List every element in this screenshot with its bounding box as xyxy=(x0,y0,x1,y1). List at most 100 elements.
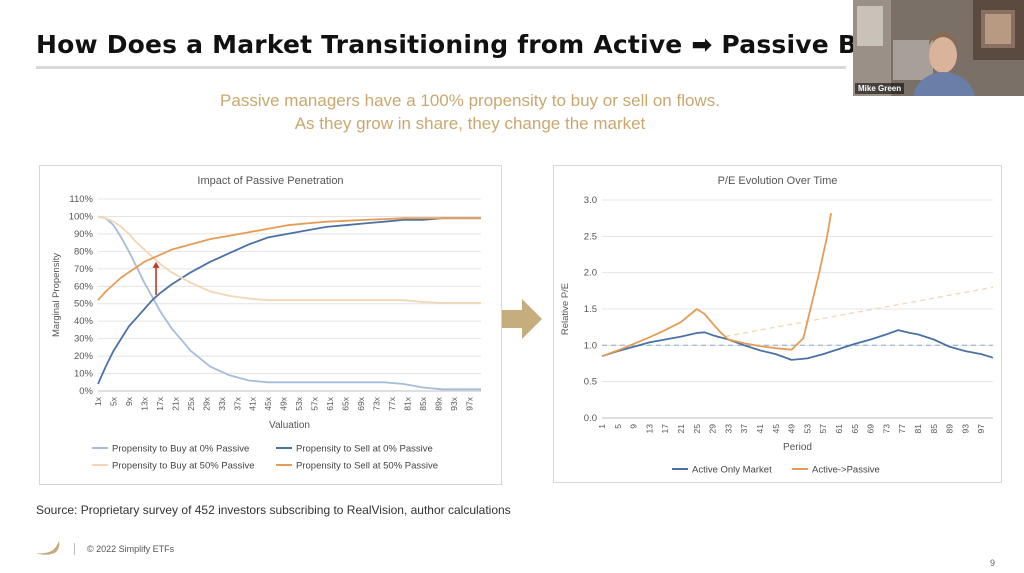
reference-line xyxy=(716,286,994,339)
x-tick-label: 85 xyxy=(929,424,939,434)
x-tick-label: 17x xyxy=(155,396,165,410)
x-tick-label: 33 xyxy=(723,424,733,434)
footer-divider xyxy=(74,543,75,555)
x-tick-label: 17 xyxy=(660,424,670,434)
x-tick-label: 13x xyxy=(139,396,149,410)
x-tick-label: 93x xyxy=(449,396,459,410)
x-tick-label: 53x xyxy=(294,396,304,410)
series-line xyxy=(601,212,832,358)
y-tick-label: 2.0 xyxy=(584,268,597,279)
x-tick-label: 9x xyxy=(124,396,134,406)
page-number: 9 xyxy=(990,558,996,568)
y-tick-label: 1.5 xyxy=(584,304,597,315)
x-tick-label: 41x xyxy=(248,396,258,410)
chart-title: P/E Evolution Over Time xyxy=(718,175,838,187)
series-line xyxy=(97,215,481,391)
slide-title: How Does a Market Transitioning from Act… xyxy=(36,30,875,59)
title-divider xyxy=(36,66,846,69)
x-tick-label: 1 xyxy=(597,424,607,429)
copyright: © 2022 Simplify ETFs xyxy=(87,544,175,554)
x-tick-label: 49x xyxy=(279,396,289,410)
x-tick-label: 81x xyxy=(402,396,412,410)
x-tick-label: 37x xyxy=(232,396,242,410)
x-tick-label: 21 xyxy=(676,424,686,434)
y-tick-label: 0.0 xyxy=(584,413,597,424)
x-tick-label: 13 xyxy=(644,424,654,434)
y-tick-label: 3.0 xyxy=(584,195,597,206)
y-tick-label: 50% xyxy=(74,299,94,310)
x-tick-label: 1x xyxy=(93,396,103,406)
x-tick-label: 97x xyxy=(464,396,474,410)
y-tick-label: 100% xyxy=(69,211,94,222)
participant-video-feed xyxy=(853,0,1024,96)
x-tick-label: 81 xyxy=(913,424,923,434)
x-tick-label: 69x xyxy=(356,396,366,410)
x-tick-label: 5 xyxy=(613,424,623,429)
y-axis-label: Marginal Propensity xyxy=(51,253,62,337)
x-tick-label: 5x xyxy=(108,396,118,406)
x-tick-label: 93 xyxy=(960,424,970,434)
x-tick-label: 57x xyxy=(310,396,320,410)
x-tick-label: 45x xyxy=(263,396,273,410)
x-tick-label: 65 xyxy=(850,424,860,434)
x-tick-label: 25 xyxy=(692,424,702,434)
video-participant-tile[interactable]: Mike Green xyxy=(853,0,1024,96)
y-axis-label: Relative P/E xyxy=(560,283,571,335)
y-tick-label: 0.5 xyxy=(584,377,597,388)
x-tick-label: 25x xyxy=(186,396,196,410)
x-tick-label: 73x xyxy=(372,396,382,410)
x-tick-label: 97 xyxy=(976,424,986,434)
x-tick-label: 77 xyxy=(897,424,907,434)
x-tick-label: 85x xyxy=(418,396,428,410)
x-tick-label: 29 xyxy=(708,424,718,434)
legend-label: Active->Passive xyxy=(812,465,880,476)
source-note: Source: Proprietary survey of 452 invest… xyxy=(36,503,511,517)
x-tick-label: 33x xyxy=(217,396,227,410)
pe-evolution-svg: P/E Evolution Over Time 0.0 0.5 1.0 1.5 2.0 2.… xyxy=(560,175,994,476)
x-tick-label: 9 xyxy=(629,424,639,429)
x-tick-label: 45 xyxy=(771,424,781,434)
x-tick-label: 69 xyxy=(866,424,876,434)
passive-penetration-svg: Impact of Passive Penetration 0% 10% 20% 30%… xyxy=(51,175,481,472)
y-tick-label: 0% xyxy=(79,386,93,397)
right-arrow-icon xyxy=(502,299,542,339)
y-tick-label: 30% xyxy=(74,334,94,345)
legend-label: Propensity to Buy at 0% Passive xyxy=(112,444,249,455)
subtitle-line-2: As they grow in share, they change the m… xyxy=(294,114,646,133)
passive-penetration-chart: Impact of Passive Penetration 0% 10% 20% 30%… xyxy=(39,165,502,485)
subtitle-line-1: Passive managers have a 100% propensity … xyxy=(220,91,720,110)
x-tick-label: 29x xyxy=(201,396,211,410)
slide-subtitle: Passive managers have a 100% propensity … xyxy=(190,89,750,135)
y-tick-label: 1.0 xyxy=(584,340,597,351)
participant-name: Mike Green xyxy=(855,83,905,94)
x-tick-label: 77x xyxy=(387,396,397,410)
legend-label: Propensity to Sell at 50% Passive xyxy=(296,461,438,472)
y-tick-label: 90% xyxy=(74,229,94,240)
y-tick-label: 70% xyxy=(74,264,94,275)
series-line xyxy=(97,217,481,301)
x-tick-label: 21x xyxy=(170,396,180,410)
x-tick-label: 41 xyxy=(755,424,765,434)
simplify-logo-icon xyxy=(36,541,60,555)
legend-label: Propensity to Sell at 0% Passive xyxy=(296,444,433,455)
x-tick-label: 37 xyxy=(739,424,749,434)
x-tick-label: 53 xyxy=(802,424,812,434)
x-tick-label: 65x xyxy=(341,396,351,410)
legend-label: Active Only Market xyxy=(692,465,772,476)
series-line xyxy=(97,215,481,304)
series-line xyxy=(97,217,481,385)
x-tick-label: 57 xyxy=(818,424,828,434)
y-tick-label: 110% xyxy=(69,194,93,205)
y-tick-label: 2.5 xyxy=(584,231,597,242)
y-tick-label: 40% xyxy=(74,316,94,327)
y-tick-label: 80% xyxy=(74,246,94,257)
x-tick-label: 89x xyxy=(433,396,443,410)
y-tick-label: 20% xyxy=(74,351,94,362)
y-tick-label: 10% xyxy=(74,369,94,380)
chart-title: Impact of Passive Penetration xyxy=(197,175,343,187)
y-tick-label: 60% xyxy=(74,281,94,292)
legend-label: Propensity to Buy at 50% Passive xyxy=(112,461,255,472)
x-axis-label: Period xyxy=(783,442,812,453)
x-tick-label: 61 xyxy=(834,424,844,434)
x-tick-label: 61x xyxy=(325,396,335,410)
